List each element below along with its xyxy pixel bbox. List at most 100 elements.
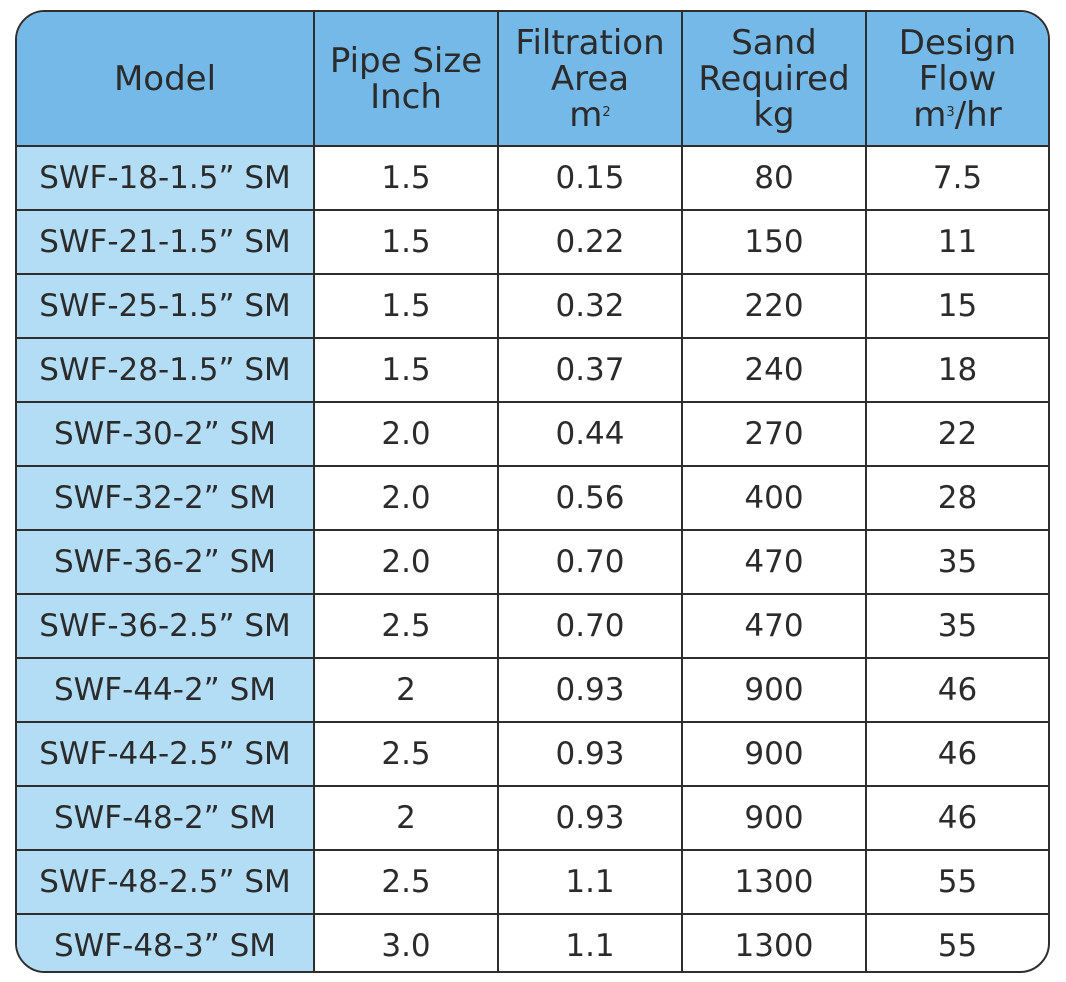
sand-required-cell: 470 [681,529,867,595]
sand-required-cell: 900 [681,657,867,723]
header-pipe-size-label: Pipe Size [329,40,483,81]
pipe-size-cell: 1.5 [313,209,499,275]
header-sand-required: Sand Required kg [681,12,867,147]
filtration-area-cell: 0.93 [497,657,683,723]
filtration-area-cell: 0.93 [497,721,683,787]
design-flow-cell: 46 [865,785,1048,851]
sand-required-cell: 240 [681,337,867,403]
header-design-label: Design [898,22,1017,63]
pipe-size-cell: 2.5 [313,593,499,659]
sand-required-cell: 220 [681,273,867,339]
design-flow-cell: 46 [865,657,1048,723]
header-flow-unit: m3/hr [867,97,1048,133]
model-cell: SWF-21-1.5” SM [17,209,315,275]
pipe-size-cell: 1.5 [313,145,499,211]
flow-unit-sup: 3 [946,104,955,120]
table-row: SWF-48-3” SM 3.0 1.1 1300 55 [17,913,1048,971]
filtration-area-cell: 0.37 [497,337,683,403]
table-header-row: Model Pipe Size Inch Filtration Area m2 … [17,12,1048,147]
header-design-flow: Design Flow m3/hr [865,12,1048,147]
table-row: SWF-21-1.5” SM 1.5 0.22 150 11 [17,209,1048,275]
flow-unit-post: /hr [954,94,1002,135]
pipe-size-cell: 2.5 [313,721,499,787]
model-cell: SWF-28-1.5” SM [17,337,315,403]
design-flow-cell: 55 [865,849,1048,915]
filter-spec-table: Model Pipe Size Inch Filtration Area m2 … [17,12,1048,971]
sand-required-cell: 400 [681,465,867,531]
filtration-area-cell: 0.32 [497,273,683,339]
pipe-size-cell: 2.0 [313,401,499,467]
model-cell: SWF-32-2” SM [17,465,315,531]
sand-required-cell: 270 [681,401,867,467]
filtration-area-cell: 0.93 [497,785,683,851]
pipe-size-cell: 2 [313,785,499,851]
pipe-size-cell: 2.0 [313,465,499,531]
model-cell: SWF-44-2.5” SM [17,721,315,787]
design-flow-cell: 35 [865,529,1048,595]
pipe-size-cell: 2.0 [313,529,499,595]
header-required-label: Required [698,58,850,99]
sand-required-cell: 150 [681,209,867,275]
header-area-label: Area [550,58,630,99]
model-cell: SWF-44-2” SM [17,657,315,723]
flow-unit-base: m [913,94,947,135]
header-filtration-area: Filtration Area m2 [497,12,683,147]
filtration-area-cell: 1.1 [497,913,683,971]
model-cell: SWF-48-3” SM [17,913,315,971]
sand-required-cell: 900 [681,785,867,851]
pipe-size-cell: 1.5 [313,337,499,403]
header-sand-unit: kg [753,94,795,135]
sand-required-cell: 1300 [681,849,867,915]
pipe-size-cell: 1.5 [313,273,499,339]
table-row: SWF-18-1.5” SM 1.5 0.15 80 7.5 [17,145,1048,211]
filtration-area-cell: 0.56 [497,465,683,531]
header-filtration-label: Filtration [515,22,665,63]
header-filtration-unit: m2 [499,97,681,133]
header-model-label: Model [113,58,217,99]
model-cell: SWF-36-2.5” SM [17,593,315,659]
sand-required-cell: 900 [681,721,867,787]
sand-required-cell: 470 [681,593,867,659]
table-row: SWF-48-2.5” SM 2.5 1.1 1300 55 [17,849,1048,915]
design-flow-cell: 7.5 [865,145,1048,211]
header-pipe-size-unit: Inch [370,76,442,117]
design-flow-cell: 18 [865,337,1048,403]
filtration-area-cell: 0.15 [497,145,683,211]
filtration-area-cell: 0.70 [497,529,683,595]
filtration-area-cell: 0.70 [497,593,683,659]
filtration-unit-sup: 2 [602,104,611,120]
table-row: SWF-32-2” SM 2.0 0.56 400 28 [17,465,1048,531]
table-row: SWF-36-2.5” SM 2.5 0.70 470 35 [17,593,1048,659]
filtration-unit-base: m [569,94,603,135]
model-cell: SWF-25-1.5” SM [17,273,315,339]
design-flow-cell: 35 [865,593,1048,659]
header-model: Model [17,12,315,147]
model-cell: SWF-36-2” SM [17,529,315,595]
design-flow-cell: 22 [865,401,1048,467]
table-row: SWF-30-2” SM 2.0 0.44 270 22 [17,401,1048,467]
spec-table-container: Model Pipe Size Inch Filtration Area m2 … [15,10,1050,973]
header-sand-label: Sand [731,22,817,63]
design-flow-cell: 46 [865,721,1048,787]
pipe-size-cell: 3.0 [313,913,499,971]
design-flow-cell: 11 [865,209,1048,275]
table-row: SWF-44-2.5” SM 2.5 0.93 900 46 [17,721,1048,787]
sand-required-cell: 80 [681,145,867,211]
table-row: SWF-25-1.5” SM 1.5 0.32 220 15 [17,273,1048,339]
design-flow-cell: 15 [865,273,1048,339]
model-cell: SWF-18-1.5” SM [17,145,315,211]
table-row: SWF-48-2” SM 2 0.93 900 46 [17,785,1048,851]
header-pipe-size: Pipe Size Inch [313,12,499,147]
model-cell: SWF-48-2” SM [17,785,315,851]
model-cell: SWF-48-2.5” SM [17,849,315,915]
design-flow-cell: 55 [865,913,1048,971]
filtration-area-cell: 0.22 [497,209,683,275]
sand-required-cell: 1300 [681,913,867,971]
table-row: SWF-28-1.5” SM 1.5 0.37 240 18 [17,337,1048,403]
table-row: SWF-44-2” SM 2 0.93 900 46 [17,657,1048,723]
pipe-size-cell: 2.5 [313,849,499,915]
filtration-area-cell: 0.44 [497,401,683,467]
model-cell: SWF-30-2” SM [17,401,315,467]
header-flow-label: Flow [918,58,997,99]
design-flow-cell: 28 [865,465,1048,531]
